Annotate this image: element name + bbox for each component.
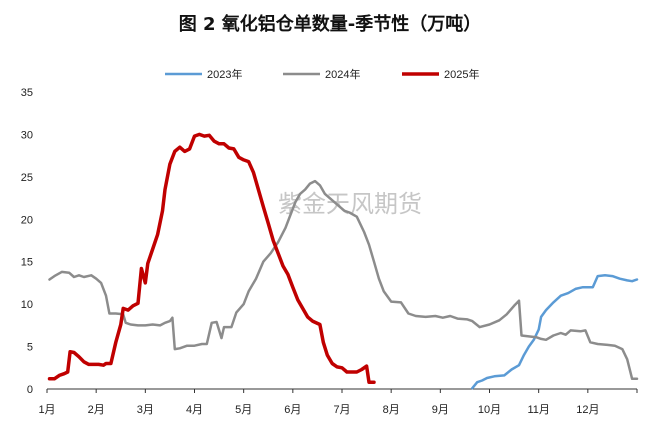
- x-tick-label: 9月: [432, 404, 449, 416]
- series-line-2023: [471, 274, 639, 390]
- y-tick-label: 25: [21, 172, 33, 184]
- x-tick-label: 12月: [576, 404, 599, 416]
- y-tick-label: 5: [27, 342, 33, 354]
- x-tick-label: 1月: [38, 404, 55, 416]
- series-line-2025: [47, 132, 376, 384]
- y-tick-label: 20: [21, 214, 33, 226]
- x-tick-label: 10月: [478, 404, 501, 416]
- y-tick-label: 0: [27, 384, 33, 396]
- y-tick-label: 30: [21, 129, 33, 141]
- x-tick-label: 2月: [88, 404, 105, 416]
- x-tick-label: 11月: [527, 404, 549, 416]
- y-tick-label: 35: [21, 87, 33, 99]
- x-tick-label: 8月: [383, 404, 400, 416]
- legend: 2023年 2024年 2025年: [165, 67, 479, 81]
- legend-label: 2023年: [207, 67, 242, 81]
- y-tick-label: 10: [21, 299, 33, 311]
- legend-label: 2025年: [444, 67, 479, 81]
- legend-label: 2024年: [325, 67, 360, 81]
- x-tick-label: 5月: [235, 404, 252, 416]
- series-layer: [47, 132, 639, 390]
- x-tick-label: 3月: [137, 404, 154, 416]
- series-line-2024: [48, 179, 639, 381]
- axes: 0 5 10 15 20 25 30 35 1月 2月 3月 4月 5月 6月 7月 8月 9月 10月 11月 12…: [21, 87, 638, 416]
- x-tick-label: 4月: [186, 404, 203, 416]
- chart-title: 图 2 氧化铝仓单数量-季节性（万吨）: [179, 13, 482, 35]
- x-tick-label: 6月: [284, 404, 301, 416]
- x-tick-label: 7月: [333, 404, 350, 416]
- y-tick-label: 15: [21, 257, 33, 269]
